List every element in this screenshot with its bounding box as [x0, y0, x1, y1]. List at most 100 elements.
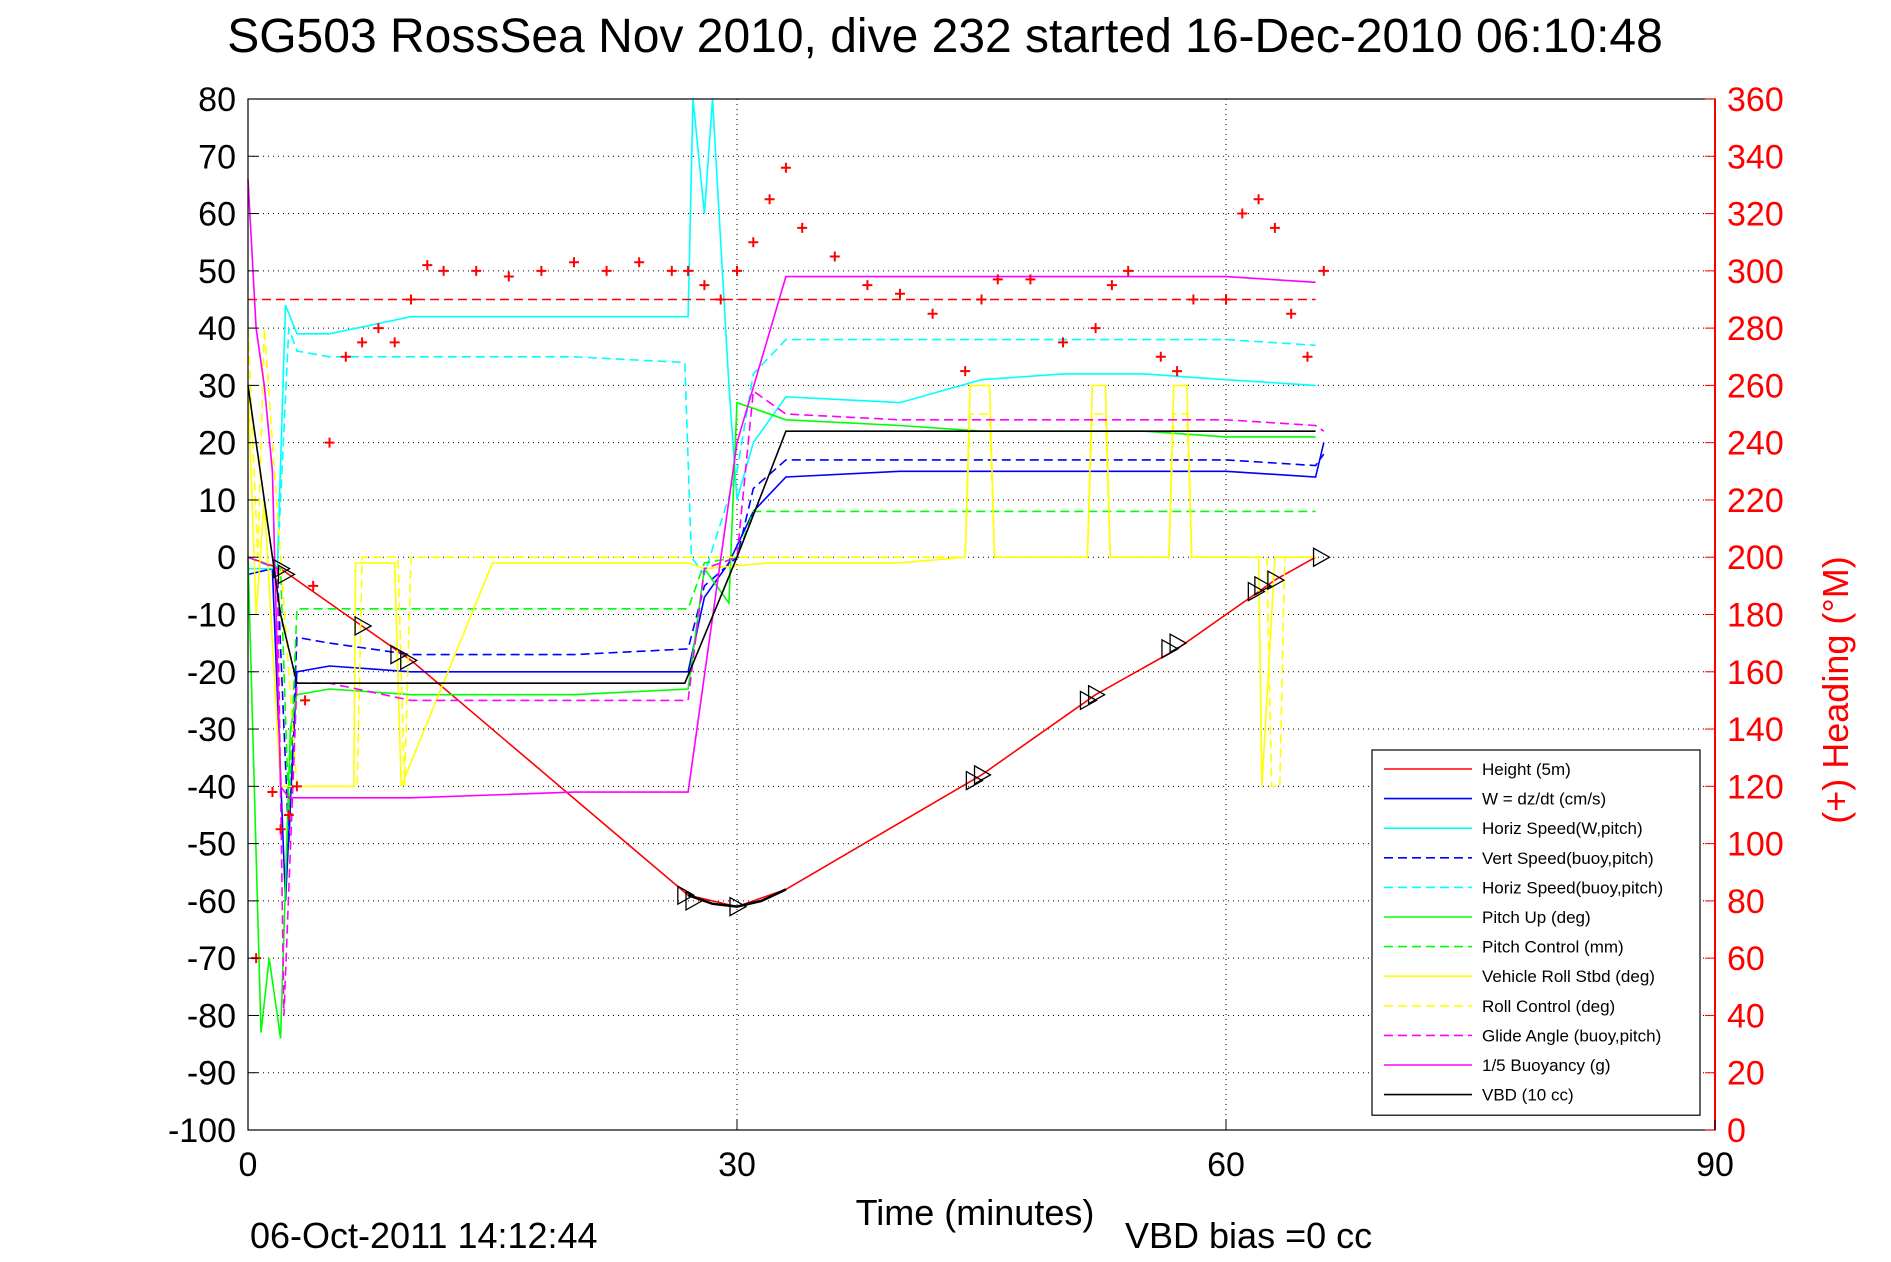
heading-point — [1155, 351, 1166, 362]
waypoint-triangle — [1087, 684, 1106, 705]
heading-point — [683, 265, 694, 276]
y2-tick-label: 180 — [1727, 597, 1784, 635]
waypoint-triangle — [354, 615, 373, 637]
heading-point — [601, 265, 612, 276]
y-tick-label: -80 — [187, 997, 236, 1035]
heading-point — [503, 271, 514, 282]
y2-tick-label: 360 — [1727, 81, 1784, 119]
y-tick-label: -60 — [187, 883, 236, 921]
heading-point — [666, 265, 677, 276]
waypoint-triangle — [1312, 547, 1331, 568]
y2-tick-label: 80 — [1727, 883, 1765, 921]
y-tick-label: -40 — [187, 768, 236, 806]
y2-tick-label: 140 — [1727, 711, 1784, 749]
heading-point — [283, 809, 294, 820]
heading-point — [275, 824, 286, 835]
y-tick-label: 40 — [198, 310, 236, 348]
heading-point — [422, 260, 433, 271]
legend-entry: Roll Control (deg) — [1482, 997, 1615, 1016]
y-tick-label: 0 — [217, 539, 236, 577]
series-line-7 — [247, 384, 1316, 788]
y2-tick-label: 340 — [1727, 138, 1784, 176]
series-line-5 — [247, 401, 1316, 1039]
heading-point — [569, 257, 579, 268]
timestamp-footer: 06-Oct-2011 14:12:44 — [250, 1215, 598, 1256]
right-axis-label: (+) Heading (°M) — [1815, 556, 1856, 823]
legend-entry: Horiz Speed(W,pitch) — [1482, 819, 1643, 838]
bottom-segment — [687, 888, 787, 908]
legend-entry: Pitch Control (mm) — [1482, 938, 1624, 957]
x-tick-label: 60 — [1207, 1146, 1245, 1184]
series-line-11 — [247, 385, 1316, 685]
y2-tick-label: 280 — [1727, 310, 1784, 348]
series-line-4 — [247, 327, 1316, 577]
heading-point — [1269, 222, 1280, 233]
heading-point — [797, 222, 808, 233]
legend-entry: Height (5m) — [1482, 760, 1571, 779]
heading-point — [291, 781, 302, 792]
waypoint-triangle — [1267, 570, 1286, 591]
waypoint-triangle — [1247, 581, 1266, 602]
y2-tick-label: 260 — [1727, 367, 1784, 405]
y2-tick-label: 20 — [1727, 1055, 1765, 1093]
y-tick-label: -20 — [187, 654, 236, 692]
x-tick-label: 0 — [239, 1146, 258, 1184]
heading-point — [1318, 265, 1329, 276]
heading-point — [1253, 194, 1264, 205]
heading-point — [357, 337, 368, 348]
series-line-0 — [247, 556, 1316, 908]
y-tick-label: -100 — [168, 1112, 236, 1150]
chart-title: SG503 RossSea Nov 2010, dive 232 started… — [227, 10, 1663, 63]
y2-tick-label: 100 — [1727, 826, 1784, 864]
series-line-8 — [247, 328, 1316, 788]
heading-point — [300, 695, 311, 706]
heading-point — [1106, 280, 1117, 291]
heading-point — [389, 337, 400, 348]
axes: 80706050403020100-10-20-30-40-50-60-70-8… — [168, 81, 1784, 1184]
waypoint-triangle — [400, 650, 419, 671]
heading-point — [536, 265, 547, 276]
y2-tick-label: 160 — [1727, 654, 1784, 692]
waypoint-triangle — [1169, 633, 1188, 654]
heading-point — [992, 274, 1003, 285]
heading-point — [829, 251, 840, 262]
y2-tick-label: 220 — [1727, 482, 1784, 520]
series-line-2 — [248, 98, 1316, 570]
y2-tick-label: 320 — [1727, 196, 1784, 234]
heading-point — [862, 280, 873, 291]
waypoint-triangle — [277, 564, 296, 585]
heading-point — [471, 265, 482, 276]
series-line-10 — [247, 179, 1316, 799]
legend-entry: Pitch Up (deg) — [1482, 908, 1591, 927]
heading-point — [927, 308, 938, 319]
legend-box — [1371, 749, 1701, 1116]
heading-point — [748, 237, 759, 248]
heading-point — [634, 257, 645, 268]
x-tick-label: 30 — [718, 1146, 756, 1184]
y-tick-label: 30 — [198, 367, 236, 405]
heading-point — [1237, 208, 1248, 219]
heading-point — [732, 265, 742, 276]
vbd-bias-footer: VBD bias =0 cc — [1125, 1215, 1372, 1256]
heading-point — [308, 580, 319, 591]
y-tick-label: -10 — [187, 597, 236, 635]
series-line-9 — [247, 389, 1325, 1016]
legend-entry: Vert Speed(buoy,pitch) — [1482, 849, 1654, 868]
y2-tick-label: 40 — [1727, 997, 1765, 1035]
waypoint-triangle — [1254, 575, 1273, 596]
waypoint-triangle — [272, 558, 291, 579]
y2-tick-label: 60 — [1727, 940, 1765, 978]
series-layer — [247, 98, 1331, 1039]
heading-point — [1302, 351, 1313, 362]
heading-point — [1090, 323, 1101, 334]
heading-point — [764, 194, 775, 205]
legend-entry: W = dz/dt (cm/s) — [1482, 790, 1606, 809]
y-tick-label: 60 — [198, 196, 236, 234]
heading-point — [699, 280, 710, 291]
heading-point — [960, 366, 971, 377]
heading-point — [1123, 265, 1134, 276]
y-tick-label: 50 — [198, 253, 236, 291]
y2-tick-label: 300 — [1727, 253, 1784, 291]
waypoint-triangle — [390, 644, 409, 665]
